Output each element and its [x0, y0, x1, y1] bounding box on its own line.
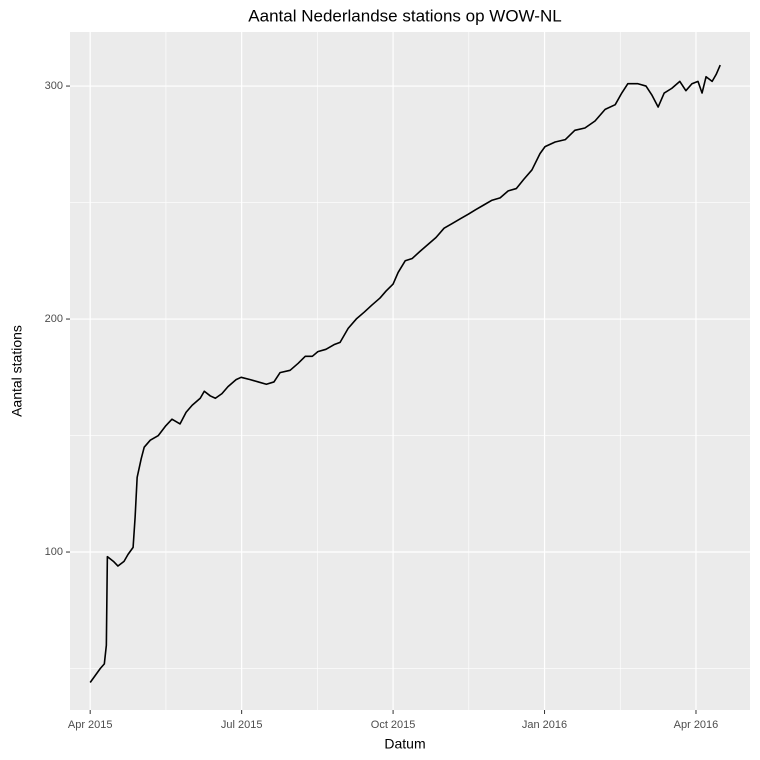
data-line: [89, 64, 721, 683]
y-tick-label: 200: [45, 313, 63, 325]
y-tick-label: 100: [45, 546, 63, 558]
plot-panel: [70, 32, 750, 710]
x-tick-label: Apr 2016: [674, 719, 719, 731]
x-tick-label: Jan 2016: [522, 719, 567, 731]
y-axis-title: Aantal stations: [9, 325, 25, 417]
x-tick-label: Apr 2015: [68, 719, 113, 731]
chart-title: Aantal Nederlandse stations op WOW-NL: [248, 6, 561, 25]
x-axis-title: Datum: [384, 736, 425, 752]
x-tick-label: Jul 2015: [221, 719, 263, 731]
x-tick-label: Oct 2015: [371, 719, 416, 731]
y-tick-label: 300: [45, 80, 63, 92]
